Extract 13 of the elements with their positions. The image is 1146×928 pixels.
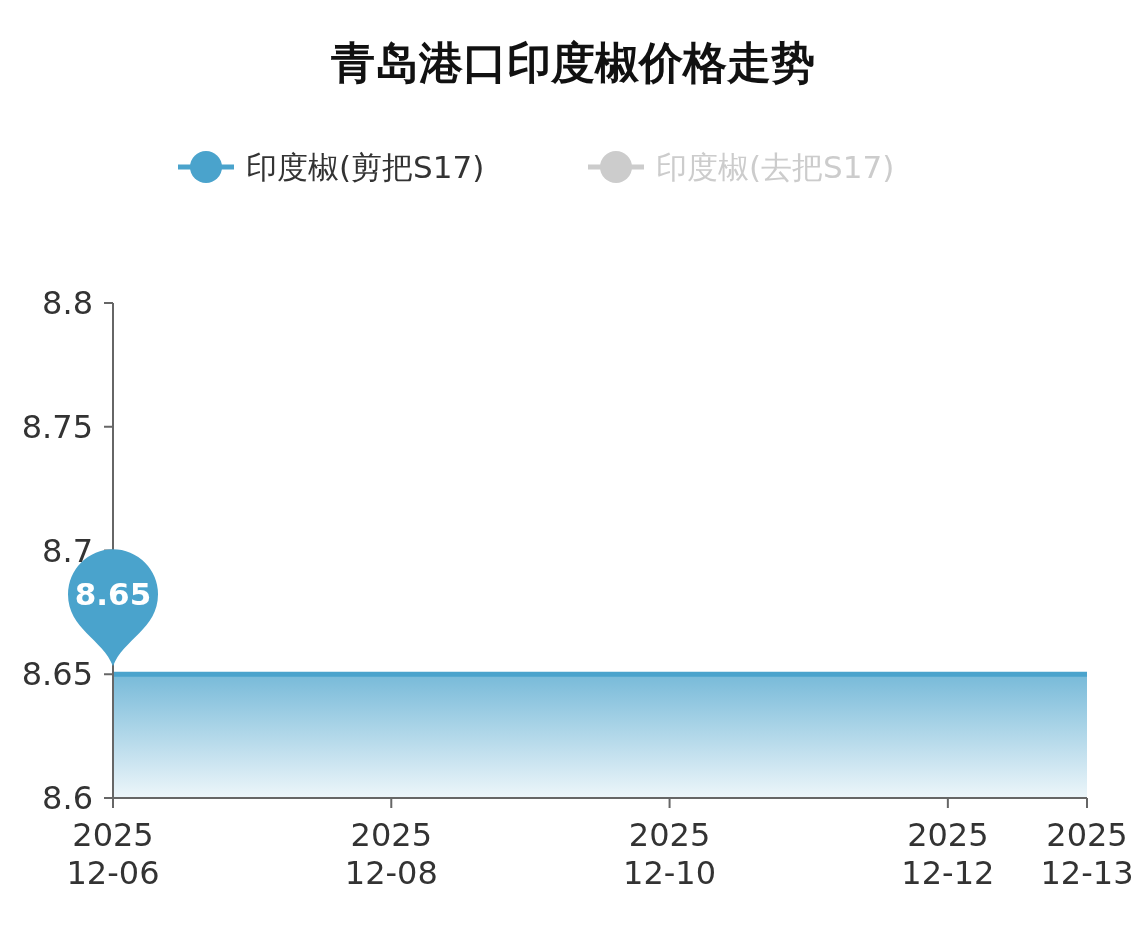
legend-label: 印度椒(剪把S17) <box>246 149 485 185</box>
annotation: 8.65 <box>74 576 152 613</box>
x-tick-label: 2025 12-12 <box>901 816 995 892</box>
y-tick-label: 8.8 <box>42 284 93 322</box>
y-tick-label: 8.65 <box>21 655 93 694</box>
x-tick-label: 2025 12-06 <box>66 816 160 892</box>
x-tick-label: 2025 12-10 <box>623 816 717 892</box>
y-tick-label: 8.7 <box>42 531 93 570</box>
x-tick-label: 2025 12-13 <box>1040 816 1134 892</box>
y-tick-label: 8.75 <box>21 407 93 446</box>
chart-title: 青岛港口印度椒价格走势 <box>330 37 815 88</box>
y-tick-label: 8.6 <box>42 779 93 817</box>
x-tick-label: 2025 12-08 <box>344 816 438 892</box>
